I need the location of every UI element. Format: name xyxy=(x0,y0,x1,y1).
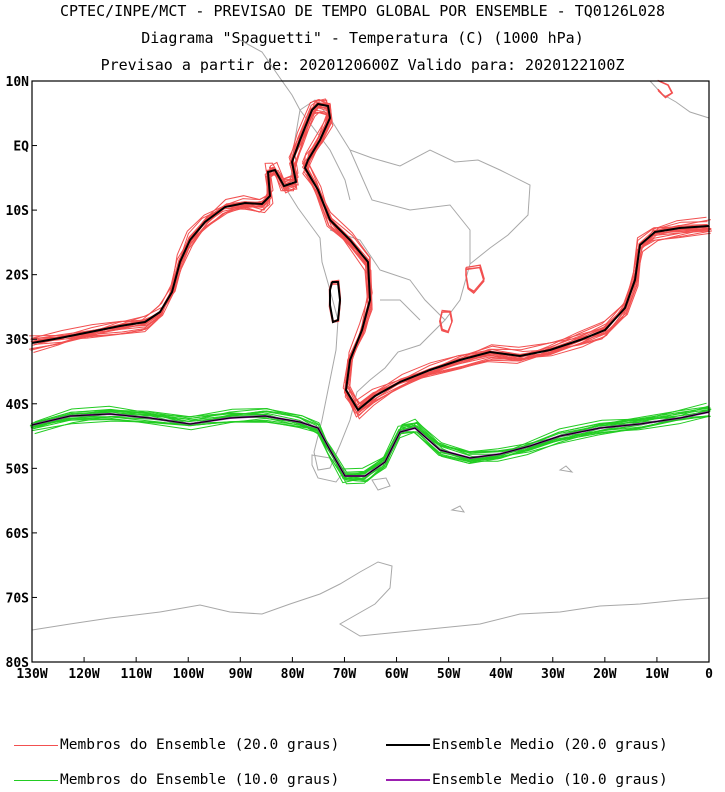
lon-tick-label: 90W xyxy=(229,667,253,682)
lon-tick-label: 80W xyxy=(281,667,305,682)
latitude-labels: 10N EQ 10S 20S 30S 40S 50S 60S 70S 80S xyxy=(6,75,30,671)
lon-tick-label: 20W xyxy=(593,667,617,682)
lat-tick-label: 80S xyxy=(6,656,30,671)
title-line-1: CPTEC/INPE/MCT - PREVISAO DE TEMPO GLOBA… xyxy=(59,2,666,20)
member-contour xyxy=(465,264,485,292)
lat-tick-label: 60S xyxy=(6,527,30,542)
lat-tick-label: 70S xyxy=(6,591,30,606)
coastline-segment xyxy=(349,149,471,264)
legend-member-20: Membros do Ensemble (20.0 graus) xyxy=(14,737,339,753)
lon-tick-label: 60W xyxy=(385,667,409,682)
coastline-segment xyxy=(649,80,710,119)
plot-frame xyxy=(31,80,710,663)
member-contour xyxy=(31,101,710,415)
lat-tick-label: 10N xyxy=(6,75,30,90)
legend-label-member-10: Membros do Ensemble (10.0 graus) xyxy=(60,772,340,788)
legend-swatch-member-10 xyxy=(14,779,58,781)
member-contour xyxy=(32,408,710,473)
legend-swatch-mean-10 xyxy=(386,779,430,781)
lon-tick-label: 0 xyxy=(705,667,713,682)
ensemble-mean-10-outline xyxy=(31,411,710,477)
title-line-3: Previsao a partir de: 2020120600Z Valido… xyxy=(100,56,625,74)
member-contour xyxy=(34,102,711,409)
coastline-segment xyxy=(287,99,531,471)
lon-tick-label: 130W xyxy=(16,667,47,682)
coastline-segment xyxy=(239,39,301,111)
legend-label-mean-20: Ensemble Medio (20.0 graus) xyxy=(432,737,668,753)
member-contour xyxy=(30,111,711,406)
member-contour xyxy=(32,411,710,475)
longitude-labels: 130W 120W 110W 100W 90W 80W 70W 60W 50W 40W 30W 20W… xyxy=(16,667,713,682)
lon-tick-label: 110W xyxy=(120,667,151,682)
coastline-segment xyxy=(380,299,421,321)
legend-label-member-20: Membros do Ensemble (20.0 graus) xyxy=(60,737,340,753)
coastline-segment xyxy=(299,109,351,201)
member-contour xyxy=(33,99,708,420)
legend-mean-10: Ensemble Medio (10.0 graus) xyxy=(386,772,668,788)
lon-tick-label: 30W xyxy=(541,667,565,682)
coastline-segment xyxy=(31,611,161,631)
lat-tick-label: 40S xyxy=(6,398,30,413)
lon-tick-label: 40W xyxy=(489,667,513,682)
coastline-layer xyxy=(31,39,710,637)
member-contour xyxy=(32,99,712,410)
lon-tick-label: 50W xyxy=(437,667,461,682)
legend-swatch-member-20 xyxy=(14,744,58,746)
contour-layer xyxy=(29,79,712,485)
legend-label-mean-10: Ensemble Medio (10.0 graus) xyxy=(432,772,668,788)
lon-tick-label: 70W xyxy=(333,667,357,682)
lon-tick-label: 120W xyxy=(68,667,99,682)
coastline-segment xyxy=(558,465,574,473)
coastline-segment xyxy=(159,561,710,637)
coastline-segment xyxy=(371,477,391,491)
lon-tick-label: 100W xyxy=(173,667,204,682)
ensemble-mean-20-loop xyxy=(329,281,342,324)
map-frame xyxy=(31,80,710,663)
lon-tick-label: 10W xyxy=(645,667,669,682)
lat-tick-label: 20S xyxy=(6,269,30,284)
title-line-2: Diagrama "Spaguetti" - Temperatura (C) (… xyxy=(141,29,584,47)
legend-mean-20: Ensemble Medio (20.0 graus) xyxy=(386,737,668,753)
coastline-segment xyxy=(450,505,466,513)
member-contour xyxy=(657,80,673,98)
lat-tick-label: 10S xyxy=(6,204,30,219)
member-contour xyxy=(34,111,712,405)
lat-tick-label: EQ xyxy=(13,140,29,155)
legend-member-10: Membros do Ensemble (10.0 graus) xyxy=(14,772,339,788)
lat-tick-label: 30S xyxy=(6,333,30,348)
legend-swatch-mean-20 xyxy=(386,744,430,746)
lat-tick-label: 50S xyxy=(6,462,30,477)
member-contour xyxy=(30,415,709,481)
member-contour xyxy=(438,310,453,332)
ensemble-mean-20 xyxy=(31,102,710,412)
